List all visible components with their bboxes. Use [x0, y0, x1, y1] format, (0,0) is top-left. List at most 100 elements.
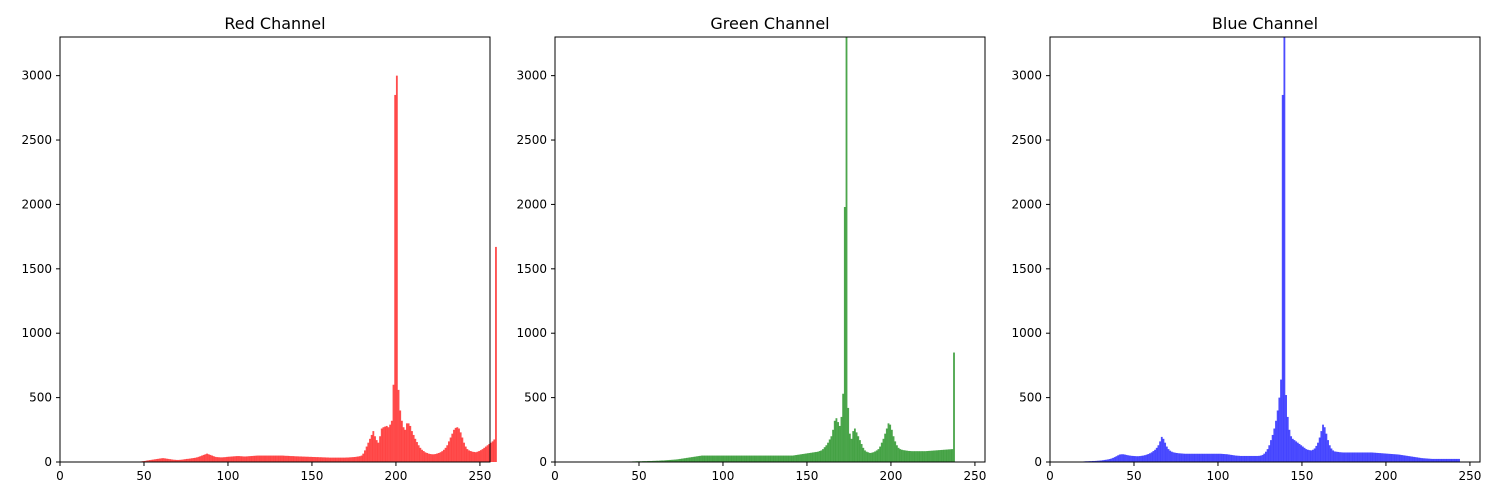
histogram-bar [1384, 453, 1387, 462]
histogram-bar [160, 458, 163, 462]
histogram-bar [1150, 452, 1153, 462]
histogram-bar [182, 459, 185, 462]
histogram-bar [1303, 447, 1306, 462]
histogram-bar [857, 436, 860, 462]
histogram-bar [1422, 458, 1425, 462]
histogram-bar [780, 455, 782, 462]
histogram-bar [932, 450, 935, 462]
histogram-bar [817, 451, 819, 462]
histogram-bar [370, 434, 373, 462]
histogram-bar [1202, 453, 1205, 462]
histogram-bar [917, 451, 920, 462]
histogram-bar [1142, 455, 1145, 462]
histogram-bar [310, 456, 313, 462]
histogram-bar [486, 445, 489, 462]
histogram-bar [483, 447, 486, 462]
histogram-bar [655, 460, 658, 462]
histogram-bar [672, 459, 675, 462]
histogram-bar [484, 446, 487, 462]
histogram-bar [479, 450, 482, 462]
histogram-bar [407, 423, 410, 462]
histogram-bar [1333, 451, 1336, 462]
histogram-bar [864, 450, 866, 462]
histogram-bar [185, 458, 188, 462]
histogram-bar [416, 442, 418, 462]
y-tick-label: 1500 [516, 262, 547, 276]
histogram-bar [175, 459, 178, 462]
histogram-bar [446, 445, 449, 462]
histogram-bar [1139, 456, 1141, 462]
histogram-bar [1439, 458, 1442, 462]
histogram-bar [872, 452, 875, 462]
histogram-bar [1332, 450, 1335, 462]
histogram-bar [1209, 453, 1212, 462]
histogram-bar [1112, 457, 1114, 462]
histogram-bar [246, 456, 249, 462]
histogram-bar [682, 458, 685, 462]
histogram-bar [880, 442, 883, 462]
histogram-bar [1421, 458, 1424, 462]
histogram-bar [1187, 453, 1190, 462]
histogram-bar [830, 436, 833, 462]
histogram-bar [914, 451, 917, 462]
histogram-bar [1380, 453, 1383, 462]
histogram-bar [251, 455, 254, 462]
histogram-bar [269, 455, 272, 462]
histogram-bar [1243, 455, 1245, 462]
histogram-bar [320, 457, 323, 462]
histogram-bar [939, 450, 942, 462]
histogram-bar [649, 460, 651, 462]
histogram-bar [1377, 452, 1380, 462]
histogram-bar [795, 455, 798, 462]
histogram-bar [1167, 449, 1170, 462]
histogram-bar [1441, 458, 1444, 462]
histogram-bar [442, 449, 445, 462]
histogram-bar [1389, 453, 1392, 462]
histogram-bar [654, 460, 656, 462]
histogram-bar [669, 459, 672, 462]
histogram-bar [855, 432, 858, 462]
histogram-bar [1338, 452, 1341, 462]
histogram-bar [790, 455, 792, 462]
histogram-bar [1113, 457, 1116, 462]
histogram-bar [907, 450, 910, 462]
histogram-bar [1446, 458, 1449, 462]
histogram-bar [744, 455, 747, 462]
histogram-bar [404, 429, 407, 462]
histogram-bar [820, 450, 823, 462]
histogram-bar [399, 410, 402, 462]
histogram-bar [254, 455, 257, 462]
histogram-bar [674, 459, 677, 462]
histogram-bar [1313, 448, 1316, 462]
histogram-bar [885, 428, 888, 462]
histogram-bar [358, 456, 361, 462]
x-tick-label: 150 [1291, 469, 1314, 483]
histogram-bar [1375, 452, 1378, 462]
histogram-bar [1280, 379, 1282, 462]
histogram-bar [295, 456, 297, 462]
histogram-bar [1337, 451, 1340, 462]
histogram-bar [712, 455, 715, 462]
x-tick-label: 200 [384, 469, 407, 483]
histogram-bar [761, 455, 764, 462]
histogram-bar [1342, 452, 1345, 462]
histogram-bar [162, 458, 165, 462]
x-tick-label: 100 [712, 469, 735, 483]
histogram-bar [1390, 454, 1393, 462]
histogram-bar [1204, 453, 1207, 462]
histogram-bar [706, 455, 708, 462]
histogram-bar [890, 429, 893, 462]
histogram-bar [1399, 454, 1402, 462]
histogram-bar [1300, 445, 1303, 462]
histogram-bar [451, 433, 454, 462]
histogram-bar [1239, 455, 1242, 462]
histogram-bar [1406, 455, 1408, 462]
histogram-bar [1231, 455, 1234, 462]
histogram-bar [1149, 453, 1151, 462]
histogram-bar [870, 452, 873, 462]
histogram-bar [687, 457, 690, 462]
histogram-bar [285, 455, 287, 462]
histogram-bar [793, 455, 796, 462]
histogram-bar [1107, 459, 1109, 462]
histogram-bar [717, 455, 720, 462]
